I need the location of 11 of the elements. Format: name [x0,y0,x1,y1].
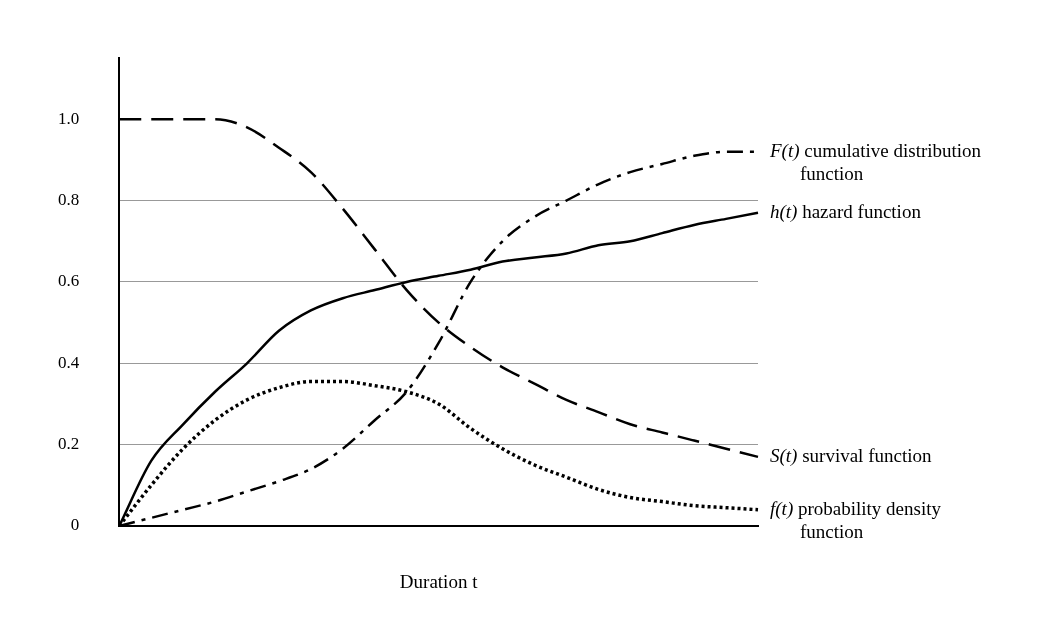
y-tick-label: 0 [70,515,80,535]
y-tick-label: 0.4 [58,352,80,372]
y-tick-label: 0.2 [58,434,80,454]
series-label: f(t) probability density function [770,497,942,542]
y-tick-label: 0.8 [58,190,80,210]
series-label: F(t) cumulative distribution function [769,139,982,184]
series-label: h(t) hazard function [770,200,922,223]
x-axis-title: Duration t [399,570,479,592]
y-tick-label: 1.0 [58,108,80,128]
y-tick-label: 0.6 [58,271,80,291]
series-label: S(t) survival function [770,444,932,467]
